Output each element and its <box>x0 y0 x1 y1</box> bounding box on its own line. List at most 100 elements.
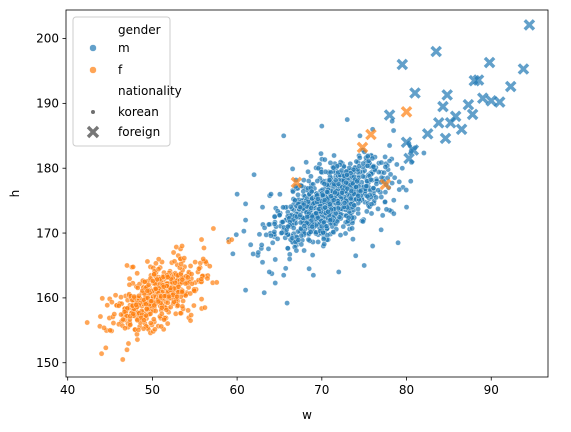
point-korean <box>164 274 171 280</box>
y-tick-label: 180 <box>36 161 59 175</box>
point-korean <box>104 302 111 308</box>
point-korean <box>135 327 142 333</box>
point-korean <box>368 210 375 217</box>
point-korean <box>336 214 343 221</box>
point-foreign <box>403 152 415 165</box>
point-korean <box>192 259 198 265</box>
point-korean <box>126 281 133 288</box>
point-korean <box>355 206 361 212</box>
point-korean <box>305 236 312 243</box>
point-korean <box>258 242 265 248</box>
point-korean <box>386 158 393 164</box>
point-korean <box>277 191 283 198</box>
point-korean <box>301 223 308 229</box>
point-korean <box>375 187 381 194</box>
point-foreign <box>455 123 468 136</box>
point-korean <box>340 223 347 230</box>
point-korean <box>266 221 272 228</box>
point-korean <box>383 206 390 213</box>
point-korean <box>268 232 274 239</box>
point-korean <box>271 229 278 235</box>
point-korean <box>305 168 311 175</box>
point-korean <box>364 163 371 169</box>
point-korean <box>134 336 141 343</box>
point-korean <box>143 306 150 312</box>
point-korean <box>403 204 410 210</box>
point-korean <box>379 212 386 219</box>
point-korean <box>297 204 304 211</box>
point-foreign <box>476 92 489 104</box>
x-axis: 40 50 60 70 80 90 <box>60 377 499 397</box>
point-korean <box>133 302 139 308</box>
point-korean <box>130 264 136 270</box>
point-korean <box>164 320 171 327</box>
point-korean <box>364 153 371 160</box>
series-f-korean <box>84 225 235 363</box>
point-korean <box>394 161 400 168</box>
point-foreign <box>483 56 496 69</box>
point-korean <box>152 308 159 314</box>
point-korean <box>289 235 296 242</box>
point-korean <box>344 172 350 178</box>
point-korean <box>327 217 334 224</box>
point-korean <box>140 325 147 332</box>
point-korean <box>332 189 338 196</box>
point-korean <box>360 173 366 180</box>
point-foreign <box>449 110 462 123</box>
point-korean <box>320 236 327 242</box>
point-korean <box>280 204 286 211</box>
point-korean <box>343 179 349 186</box>
point-korean <box>378 159 385 166</box>
point-korean <box>319 192 326 198</box>
legend-box <box>72 16 171 147</box>
point-korean <box>289 166 296 172</box>
point-korean <box>331 152 337 159</box>
x-tick-label: 50 <box>145 383 160 397</box>
point-foreign <box>466 108 479 121</box>
point-korean <box>191 287 198 294</box>
point-korean <box>330 229 337 235</box>
point-korean <box>318 169 325 175</box>
point-korean <box>120 316 126 323</box>
point-korean <box>320 229 326 236</box>
point-korean <box>306 265 312 272</box>
point-korean <box>360 160 366 167</box>
point-korean <box>255 249 262 256</box>
point-korean <box>166 293 172 300</box>
point-korean <box>335 200 342 207</box>
point-korean <box>279 219 286 225</box>
point-korean <box>179 276 186 283</box>
point-korean <box>338 167 345 174</box>
point-korean <box>119 356 126 363</box>
point-korean <box>310 272 317 278</box>
point-korean <box>319 123 325 129</box>
point-korean <box>191 302 197 309</box>
point-korean <box>155 256 162 262</box>
point-korean <box>178 261 184 267</box>
point-korean <box>389 180 395 186</box>
point-foreign <box>430 45 442 58</box>
point-korean <box>327 201 333 208</box>
point-korean <box>271 213 278 220</box>
point-foreign <box>400 105 413 118</box>
series-m-foreign <box>383 19 536 165</box>
point-korean <box>278 230 285 236</box>
point-korean <box>148 298 155 304</box>
point-korean <box>210 225 217 232</box>
point-korean <box>373 194 379 201</box>
point-korean <box>204 275 211 282</box>
point-korean <box>172 279 178 286</box>
series-f-foreign <box>290 105 413 191</box>
point-korean <box>295 192 301 198</box>
point-korean <box>378 227 384 233</box>
point-korean <box>150 278 156 284</box>
point-korean <box>99 295 106 302</box>
point-korean <box>330 164 337 171</box>
point-korean <box>261 225 268 231</box>
point-korean <box>151 271 158 278</box>
point-korean <box>308 205 314 211</box>
point-korean <box>293 247 300 254</box>
point-korean <box>378 194 385 200</box>
point-korean <box>109 299 115 305</box>
point-korean <box>382 199 388 205</box>
